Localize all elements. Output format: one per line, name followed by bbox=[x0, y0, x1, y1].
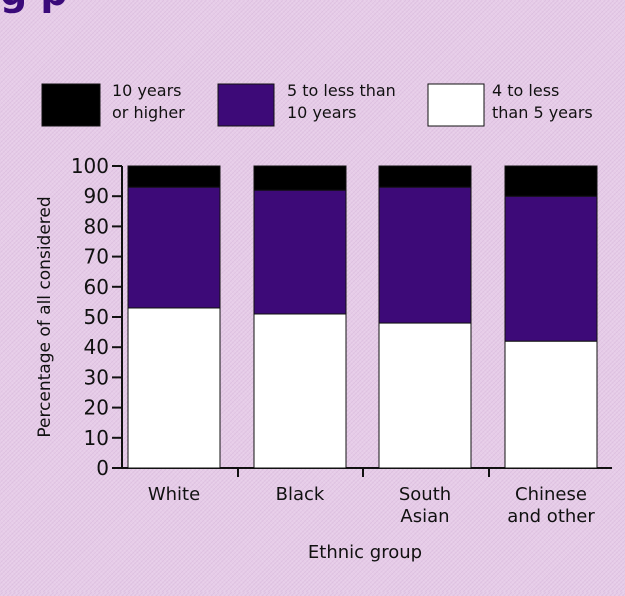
bar-segment bbox=[378, 186, 472, 324]
bar-segment bbox=[127, 186, 221, 309]
x-category-label-line: Chinese bbox=[515, 484, 587, 505]
bars bbox=[127, 165, 598, 469]
bar-segment bbox=[378, 322, 472, 469]
y-tick-label: 30 bbox=[84, 365, 109, 389]
legend-swatch bbox=[217, 83, 275, 127]
legend-label-line: than 5 years bbox=[492, 103, 593, 122]
legend-label-line: 10 years bbox=[287, 103, 356, 122]
bar-segment bbox=[504, 195, 598, 342]
x-axis-label: Ethnic group bbox=[308, 542, 422, 563]
x-category-label-line: and other bbox=[507, 506, 595, 527]
legend-label-line: 10 years bbox=[112, 81, 181, 100]
x-category-label: South Asian bbox=[399, 484, 451, 527]
axes: 0 10 20 30 40 50 60 70 80 90 100 Percentage of all … bbox=[35, 154, 612, 563]
bar-segment bbox=[253, 189, 347, 315]
x-category-label-line: South bbox=[399, 484, 451, 505]
y-tick-label: 50 bbox=[84, 305, 109, 329]
legend-label-line: or higher bbox=[112, 103, 185, 122]
legend-label-line: 4 to less bbox=[492, 81, 559, 100]
x-category-label-line: Asian bbox=[400, 506, 449, 527]
bar-segment bbox=[253, 165, 347, 191]
legend-label: 10 years or higher bbox=[112, 81, 185, 122]
bar-segment bbox=[378, 165, 472, 188]
bar-segment bbox=[127, 307, 221, 469]
y-tick-label: 0 bbox=[96, 456, 109, 480]
y-tick-label: 90 bbox=[84, 184, 109, 208]
x-category-label-line: Black bbox=[276, 484, 325, 505]
y-tick-label: 70 bbox=[84, 245, 109, 269]
y-tick-label: 40 bbox=[84, 335, 109, 359]
legend-swatch bbox=[427, 83, 485, 127]
legend-swatch bbox=[41, 83, 101, 127]
legend-label: 4 to less than 5 years bbox=[492, 81, 593, 122]
chart-title-fragment: g p bbox=[0, 0, 68, 14]
x-category-label: White bbox=[148, 484, 200, 505]
y-axis-label: Percentage of all considered bbox=[35, 196, 55, 437]
legend-label: 5 to less than 10 years bbox=[287, 81, 396, 122]
legend: 10 years or higher 5 to less than 10 years 4… bbox=[41, 81, 593, 127]
bar-segment bbox=[504, 165, 598, 197]
bar-segment bbox=[504, 340, 598, 469]
category-labels: White Black South Asian Chinese and other bbox=[148, 484, 596, 527]
y-tick-label: 20 bbox=[84, 396, 109, 420]
y-tick-label: 60 bbox=[84, 275, 109, 299]
bar-segment bbox=[127, 165, 221, 188]
x-category-label: Chinese and other bbox=[507, 484, 595, 527]
x-category-label-line: White bbox=[148, 484, 200, 505]
bar-segment bbox=[253, 313, 347, 469]
y-tick-label: 100 bbox=[71, 154, 109, 178]
x-category-label: Black bbox=[276, 484, 325, 505]
y-tick-label: 80 bbox=[84, 214, 109, 238]
legend-label-line: 5 to less than bbox=[287, 81, 396, 100]
y-tick-label: 10 bbox=[84, 426, 109, 450]
